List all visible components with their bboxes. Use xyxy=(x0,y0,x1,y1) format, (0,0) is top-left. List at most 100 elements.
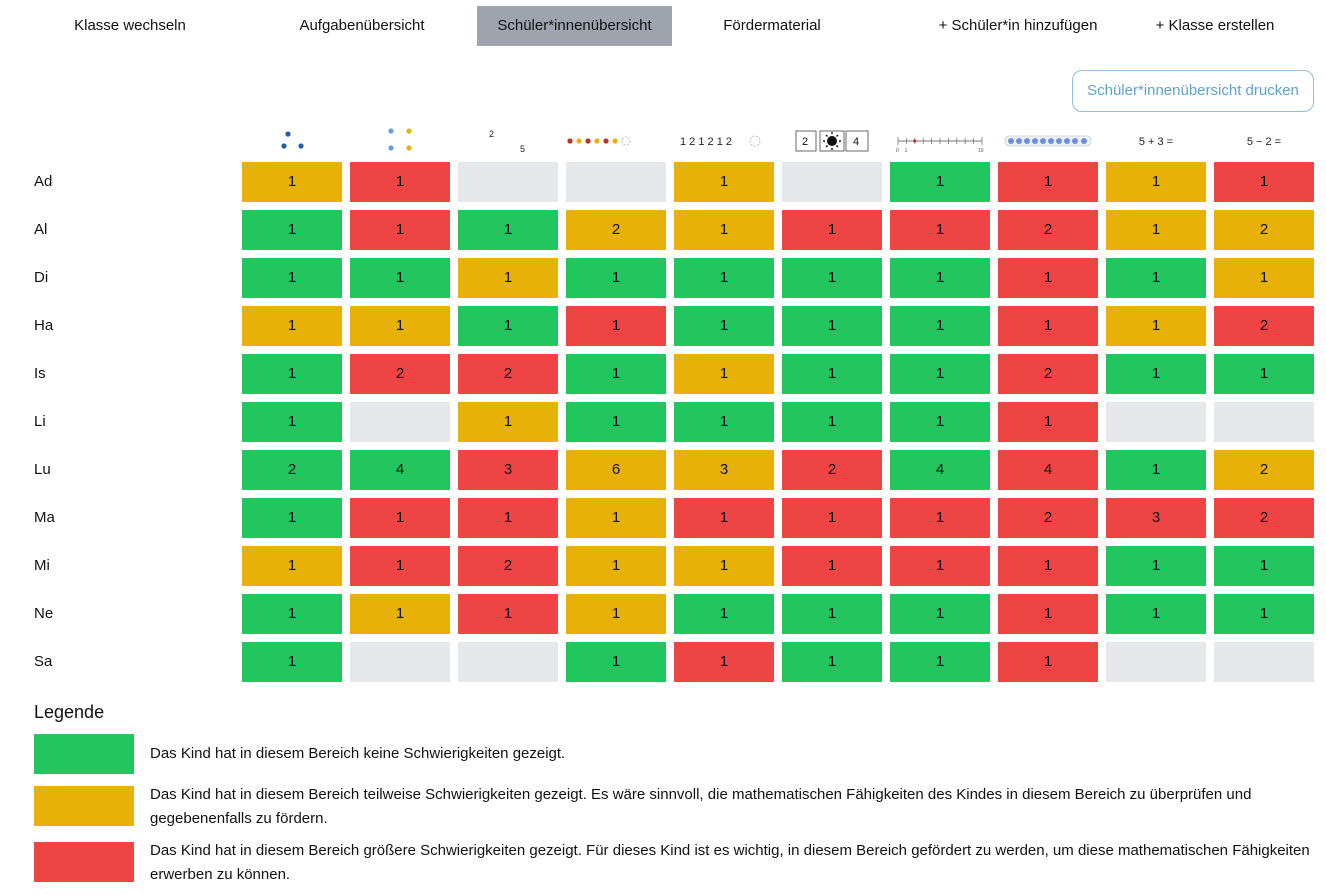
result-cell[interactable]: 1 xyxy=(998,162,1098,202)
result-cell[interactable]: 1 xyxy=(1214,258,1314,298)
result-cell[interactable]: 1 xyxy=(242,354,342,394)
result-cell[interactable]: 1 xyxy=(350,162,450,202)
result-cell[interactable]: 1 xyxy=(998,306,1098,346)
result-cell[interactable]: 1 xyxy=(674,162,774,202)
result-cell[interactable] xyxy=(458,642,558,682)
result-cell[interactable]: 1 xyxy=(890,306,990,346)
result-cell[interactable]: 2 xyxy=(242,450,342,490)
result-cell[interactable]: 1 xyxy=(458,594,558,634)
result-cell[interactable]: 3 xyxy=(1106,498,1206,538)
result-cell[interactable]: 2 xyxy=(566,210,666,250)
result-cell[interactable]: 1 xyxy=(674,402,774,442)
result-cell[interactable]: 4 xyxy=(998,450,1098,490)
add-student-button[interactable]: + Schüler*in hinzufügen xyxy=(938,17,1098,34)
result-cell[interactable]: 1 xyxy=(674,306,774,346)
result-cell[interactable]: 2 xyxy=(1214,210,1314,250)
result-cell[interactable]: 1 xyxy=(890,546,990,586)
result-cell[interactable]: 1 xyxy=(242,642,342,682)
result-cell[interactable] xyxy=(566,162,666,202)
result-cell[interactable]: 1 xyxy=(890,210,990,250)
result-cell[interactable]: 1 xyxy=(1106,210,1206,250)
result-cell[interactable]: 2 xyxy=(1214,306,1314,346)
result-cell[interactable] xyxy=(458,162,558,202)
result-cell[interactable]: 1 xyxy=(350,306,450,346)
result-cell[interactable]: 1 xyxy=(458,306,558,346)
result-cell[interactable]: 1 xyxy=(890,402,990,442)
result-cell[interactable]: 3 xyxy=(674,450,774,490)
result-cell[interactable]: 1 xyxy=(566,498,666,538)
result-cell[interactable]: 1 xyxy=(998,594,1098,634)
result-cell[interactable]: 1 xyxy=(458,498,558,538)
result-cell[interactable]: 1 xyxy=(674,258,774,298)
result-cell[interactable]: 1 xyxy=(890,354,990,394)
result-cell[interactable]: 1 xyxy=(350,546,450,586)
result-cell[interactable]: 4 xyxy=(890,450,990,490)
result-cell[interactable]: 1 xyxy=(1214,162,1314,202)
result-cell[interactable]: 1 xyxy=(566,594,666,634)
create-class-button[interactable]: + Klasse erstellen xyxy=(1155,17,1275,34)
result-cell[interactable]: 1 xyxy=(782,498,882,538)
result-cell[interactable] xyxy=(1106,642,1206,682)
result-cell[interactable]: 1 xyxy=(242,258,342,298)
result-cell[interactable]: 1 xyxy=(782,594,882,634)
result-cell[interactable]: 1 xyxy=(566,306,666,346)
result-cell[interactable]: 2 xyxy=(1214,498,1314,538)
result-cell[interactable]: 1 xyxy=(1214,546,1314,586)
result-cell[interactable]: 1 xyxy=(674,642,774,682)
result-cell[interactable]: 1 xyxy=(998,402,1098,442)
switch-class-link[interactable]: Klasse wechseln xyxy=(74,17,186,34)
result-cell[interactable]: 1 xyxy=(998,642,1098,682)
result-cell[interactable] xyxy=(1214,642,1314,682)
result-cell[interactable]: 1 xyxy=(890,162,990,202)
result-cell[interactable]: 2 xyxy=(458,354,558,394)
result-cell[interactable]: 1 xyxy=(890,594,990,634)
result-cell[interactable]: 1 xyxy=(1106,594,1206,634)
result-cell[interactable]: 2 xyxy=(458,546,558,586)
result-cell[interactable]: 1 xyxy=(242,306,342,346)
print-overview-button[interactable]: Schüler*innenübersicht drucken xyxy=(1072,70,1314,112)
result-cell[interactable]: 1 xyxy=(566,546,666,586)
result-cell[interactable]: 1 xyxy=(782,642,882,682)
tasks-overview-tab[interactable]: Aufgabenübersicht xyxy=(299,17,425,34)
result-cell[interactable]: 1 xyxy=(458,258,558,298)
result-cell[interactable]: 1 xyxy=(1214,594,1314,634)
result-cell[interactable]: 1 xyxy=(350,258,450,298)
result-cell[interactable]: 1 xyxy=(674,210,774,250)
result-cell[interactable]: 1 xyxy=(1106,354,1206,394)
result-cell[interactable]: 1 xyxy=(566,642,666,682)
result-cell[interactable]: 1 xyxy=(1106,450,1206,490)
result-cell[interactable]: 1 xyxy=(242,546,342,586)
result-cell[interactable]: 2 xyxy=(998,210,1098,250)
result-cell[interactable]: 1 xyxy=(242,210,342,250)
result-cell[interactable]: 6 xyxy=(566,450,666,490)
result-cell[interactable]: 1 xyxy=(1106,258,1206,298)
result-cell[interactable]: 1 xyxy=(674,594,774,634)
result-cell[interactable]: 1 xyxy=(1106,306,1206,346)
result-cell[interactable] xyxy=(350,402,450,442)
result-cell[interactable]: 1 xyxy=(242,498,342,538)
result-cell[interactable]: 1 xyxy=(350,210,450,250)
result-cell[interactable] xyxy=(1214,402,1314,442)
result-cell[interactable]: 1 xyxy=(782,402,882,442)
result-cell[interactable]: 1 xyxy=(1106,546,1206,586)
result-cell[interactable]: 3 xyxy=(458,450,558,490)
result-cell[interactable]: 1 xyxy=(890,498,990,538)
result-cell[interactable]: 1 xyxy=(782,546,882,586)
result-cell[interactable] xyxy=(1106,402,1206,442)
result-cell[interactable]: 4 xyxy=(350,450,450,490)
result-cell[interactable]: 1 xyxy=(782,258,882,298)
students-overview-tab[interactable]: Schüler*innenübersicht xyxy=(477,6,672,46)
result-cell[interactable]: 1 xyxy=(1106,162,1206,202)
result-cell[interactable]: 1 xyxy=(566,402,666,442)
result-cell[interactable]: 1 xyxy=(242,402,342,442)
result-cell[interactable]: 1 xyxy=(458,210,558,250)
result-cell[interactable]: 1 xyxy=(782,354,882,394)
result-cell[interactable]: 1 xyxy=(890,258,990,298)
result-cell[interactable] xyxy=(350,642,450,682)
result-cell[interactable]: 1 xyxy=(242,162,342,202)
result-cell[interactable]: 1 xyxy=(782,306,882,346)
result-cell[interactable]: 1 xyxy=(782,210,882,250)
result-cell[interactable]: 1 xyxy=(674,354,774,394)
result-cell[interactable]: 2 xyxy=(782,450,882,490)
result-cell[interactable]: 1 xyxy=(998,258,1098,298)
